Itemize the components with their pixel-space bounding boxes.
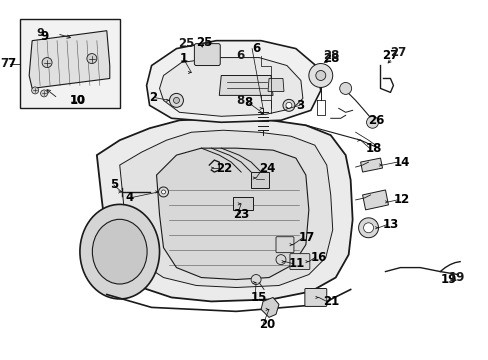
Polygon shape (146, 41, 320, 122)
Circle shape (169, 93, 183, 107)
Polygon shape (267, 78, 284, 91)
Polygon shape (251, 172, 268, 188)
Polygon shape (219, 76, 272, 95)
Circle shape (315, 71, 325, 81)
Circle shape (275, 255, 285, 265)
Text: 26: 26 (368, 114, 384, 127)
Circle shape (173, 98, 179, 103)
Text: 20: 20 (259, 318, 275, 331)
Text: 23: 23 (233, 208, 249, 221)
Circle shape (42, 58, 52, 68)
Polygon shape (159, 58, 302, 116)
FancyBboxPatch shape (194, 44, 220, 66)
Polygon shape (233, 197, 253, 210)
Circle shape (41, 90, 47, 97)
Polygon shape (97, 118, 352, 301)
Text: 2: 2 (149, 91, 158, 104)
Text: 7: 7 (0, 57, 8, 70)
Circle shape (363, 223, 373, 233)
Circle shape (158, 187, 168, 197)
Text: 7: 7 (7, 57, 15, 70)
Text: 27: 27 (389, 46, 406, 59)
Text: 25: 25 (196, 36, 212, 49)
Ellipse shape (92, 219, 147, 284)
Text: 9: 9 (36, 28, 44, 38)
Text: 13: 13 (382, 218, 398, 231)
Circle shape (283, 99, 294, 111)
Text: 24: 24 (259, 162, 275, 175)
Text: 14: 14 (393, 156, 409, 168)
Polygon shape (360, 158, 382, 172)
Text: 17: 17 (298, 231, 314, 244)
Bar (20, 19, 120, 108)
Text: 11: 11 (288, 257, 305, 270)
Text: 28: 28 (322, 52, 339, 65)
Polygon shape (261, 297, 279, 318)
Text: 12: 12 (393, 193, 409, 206)
Text: 4: 4 (125, 192, 134, 204)
Circle shape (32, 87, 39, 94)
Circle shape (339, 82, 351, 94)
Text: 28: 28 (322, 49, 339, 62)
Text: 3: 3 (295, 99, 304, 112)
Circle shape (358, 218, 378, 238)
Text: 27: 27 (382, 49, 398, 62)
Text: 10: 10 (70, 94, 86, 107)
Text: 19: 19 (439, 273, 456, 286)
Text: 15: 15 (251, 291, 267, 304)
Circle shape (251, 275, 261, 284)
Ellipse shape (80, 204, 159, 299)
Circle shape (285, 102, 291, 108)
Text: 19: 19 (447, 271, 464, 284)
Text: 22: 22 (216, 162, 232, 175)
FancyBboxPatch shape (275, 237, 293, 253)
Polygon shape (156, 148, 308, 279)
Polygon shape (120, 130, 332, 288)
Circle shape (366, 116, 378, 128)
Text: 8: 8 (244, 96, 252, 109)
FancyBboxPatch shape (304, 288, 326, 306)
Polygon shape (29, 31, 109, 89)
Text: 1: 1 (179, 52, 187, 65)
Text: 18: 18 (365, 141, 381, 155)
Circle shape (87, 54, 97, 64)
Text: 9: 9 (40, 30, 48, 43)
Circle shape (161, 190, 165, 194)
Text: 10: 10 (70, 95, 85, 105)
Text: 25: 25 (178, 37, 194, 50)
FancyBboxPatch shape (289, 254, 309, 270)
Text: 16: 16 (310, 251, 326, 264)
Text: 8: 8 (235, 94, 244, 107)
Polygon shape (362, 190, 387, 210)
Text: 21: 21 (322, 295, 338, 308)
Text: 6: 6 (235, 49, 244, 62)
Circle shape (308, 64, 332, 87)
Text: 6: 6 (251, 42, 260, 55)
Text: 5: 5 (109, 179, 118, 192)
